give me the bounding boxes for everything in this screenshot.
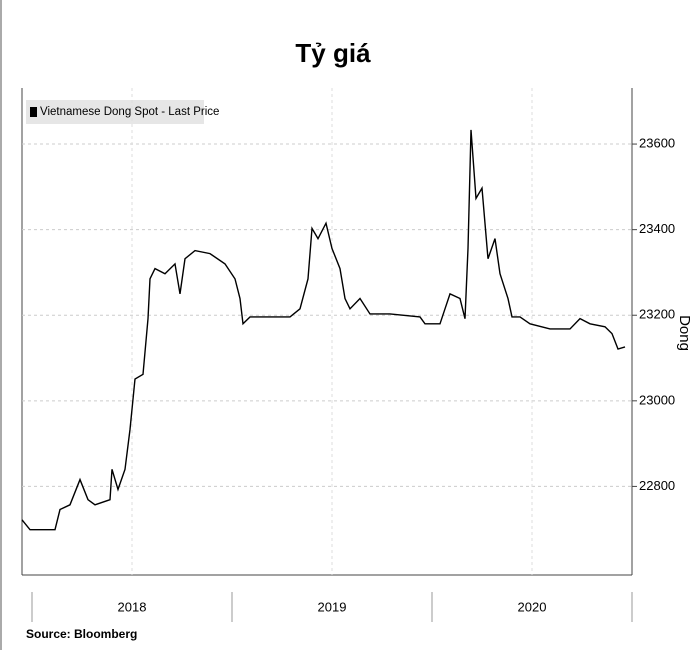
y-tick-label: 23400	[639, 221, 675, 236]
chart-title: Tỷ giá	[295, 38, 371, 68]
x-tick-label: 2020	[518, 599, 547, 614]
y-tick-label: 22800	[639, 478, 675, 493]
x-tick-label: 2019	[318, 599, 347, 614]
y-axis-title: Dong	[676, 315, 693, 351]
legend-label: Vietnamese Dong Spot - Last Price	[40, 106, 219, 118]
y-tick-label: 23200	[639, 307, 675, 322]
source-note: Source: Bloomberg	[26, 627, 137, 641]
price-line	[21, 129, 626, 531]
y-tick-label: 23000	[639, 392, 675, 407]
x-tick-label: 2018	[118, 599, 147, 614]
legend-box	[26, 100, 204, 124]
y-tick-label: 23600	[639, 135, 675, 150]
legend-swatch	[30, 107, 37, 117]
